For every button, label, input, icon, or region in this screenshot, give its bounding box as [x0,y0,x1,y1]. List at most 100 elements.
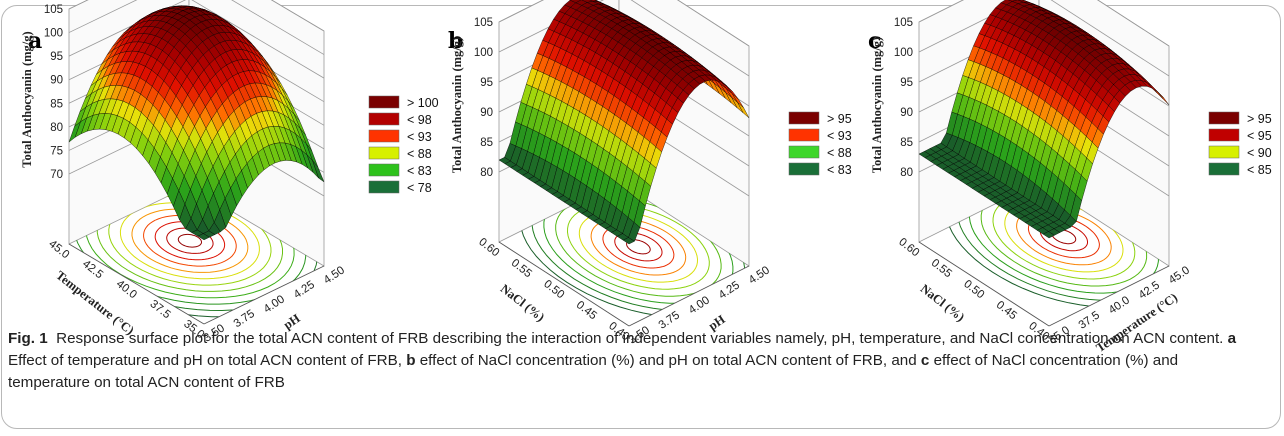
y-tick-label: 4.00 [687,294,712,316]
z-axis-title: Total Anthocyanin (mg/g) [870,37,884,173]
y-tick-label: 3.75 [232,308,257,330]
z-tick-label: 105 [894,17,913,29]
x-axis-title: NaCl (%) [918,281,967,324]
legend-swatch [788,145,820,159]
figure-caption: Fig. 1 Response surface plot for the tot… [8,328,1258,394]
contour-line [626,239,651,255]
legend-label: < 98 [407,113,432,127]
contour-line [602,225,675,269]
panel-b: b 80 85 90 95 100 105 Total Anthocyanin (mg/g) 0… [434,0,854,347]
wall-grid-line [1050,0,1170,77]
legend-label: < 93 [827,129,852,143]
contour-line [590,218,687,276]
panel-label: b [448,28,463,54]
caption-part-b-label: b [406,352,416,369]
caption-intro: Response surface plot for the total ACN … [56,330,1224,347]
surface-plot-c: c 80 85 90 95 100 105 Total Anthocyanin (mg/g) 0… [868,0,1272,355]
legend-swatch [368,163,400,177]
legend-swatch [1208,162,1240,176]
contour-line [566,203,710,290]
z-tick-label: 105 [44,4,63,16]
panel-label: a [28,28,42,54]
legend-swatch [1208,128,1240,142]
legend-swatch [368,112,400,126]
z-tick-label: 80 [50,122,63,134]
caption-part-c-text: effect of NaCl concentration (%) and tem… [8,352,1179,391]
surface-plot-b: b 80 85 90 95 100 105 Total Anthocyanin (mg/g) 0… [448,0,852,347]
legend-swatch [788,128,820,142]
wall-grid-line [498,0,544,23]
caption-part-a-label: a [1227,330,1237,347]
legend-label: < 88 [827,146,852,160]
surface-cell [1042,231,1055,239]
x-tick-label: 42.5 [80,258,105,281]
wall-grid-line [630,0,750,77]
x-tick-label: 0.45 [574,299,599,322]
x-tick-label: 37.5 [148,298,173,321]
legend-label: < 83 [827,163,852,177]
z-tick-label: 100 [44,28,63,40]
wall-grid-line [68,0,138,33]
z-tick-label: 95 [50,51,63,63]
z-tick-label: 100 [894,47,913,59]
legend-swatch [368,95,400,109]
wall-grid-line [918,0,964,23]
legend-swatch [368,180,400,194]
surface-cell [197,233,210,241]
figure-label: Fig. 1 [8,330,48,347]
wall-grid-line [231,0,325,55]
z-tick-label: 80 [480,167,493,179]
x-tick-label: 0.50 [541,278,566,301]
z-tick-label: 70 [50,169,63,181]
response-surface [918,0,1170,239]
z-tick-label: 105 [474,17,493,29]
caption-part-a-text: Effect of temperature and pH on total AC… [8,352,402,369]
panel-a: a 70 75 80 85 90 95 100 105 Total Anthocyanin (mg… [14,0,439,345]
x-tick-label: 0.60 [896,236,921,259]
z-tick-label: 95 [480,77,493,89]
panel-c: c 80 85 90 95 100 105 Total Anthocyanin (mg/g) 0… [854,0,1274,355]
contour-line [614,232,663,262]
y-tick-label: 4.00 [262,293,287,315]
x-tick-label: 0.60 [476,236,501,259]
legend-label: < 78 [407,181,432,195]
z-tick-label: 90 [900,107,913,119]
z-tick-label: 100 [474,47,493,59]
z-tick-label: 85 [900,137,913,149]
surface-cell [622,237,635,245]
x-axis-line [918,241,1050,327]
legend-label: > 95 [1247,112,1272,126]
legend-swatch [1208,111,1240,125]
y-axis-line [1048,265,1170,327]
response-surface [68,5,325,241]
y-tick-label: 4.50 [322,264,347,286]
z-tick-label: 85 [50,98,63,110]
legend-label: < 95 [1247,129,1272,143]
x-tick-label: 0.50 [961,278,986,301]
caption-part-b-text: effect of NaCl concentration (%) and pH … [419,352,917,369]
z-tick-label: 80 [900,167,913,179]
legend-swatch [368,146,400,160]
z-axis-title: Total Anthocyanin (mg/g) [20,31,34,167]
wall-grid-line [270,0,325,32]
response-surface [498,0,750,245]
legend-label: > 100 [407,96,439,110]
x-tick-label: 0.55 [929,257,954,280]
wall-grid-line [1097,0,1170,47]
legend-label: < 88 [407,147,432,161]
legend: > 95 < 93 < 88 < 83 [788,111,852,177]
x-axis-title: NaCl (%) [498,281,547,324]
wall-grid-line [191,0,325,79]
panel-label: c [868,28,881,54]
legend-label: < 93 [407,130,432,144]
y-axis-line [203,265,325,325]
contour-line [578,211,699,283]
legend: > 100 < 98 < 93 < 88 < 83 < 78 [368,95,439,195]
z-axis-title: Total Anthocyanin (mg/g) [450,37,464,173]
z-tick-label: 75 [50,145,63,157]
surface-plot-a: a 70 75 80 85 90 95 100 105 Total Anthocyanin (mg… [20,0,439,345]
y-axis-line [628,265,750,327]
y-tick-label: 4.50 [747,264,772,286]
z-tick-label: 90 [50,75,63,87]
legend-label: > 95 [827,112,852,126]
